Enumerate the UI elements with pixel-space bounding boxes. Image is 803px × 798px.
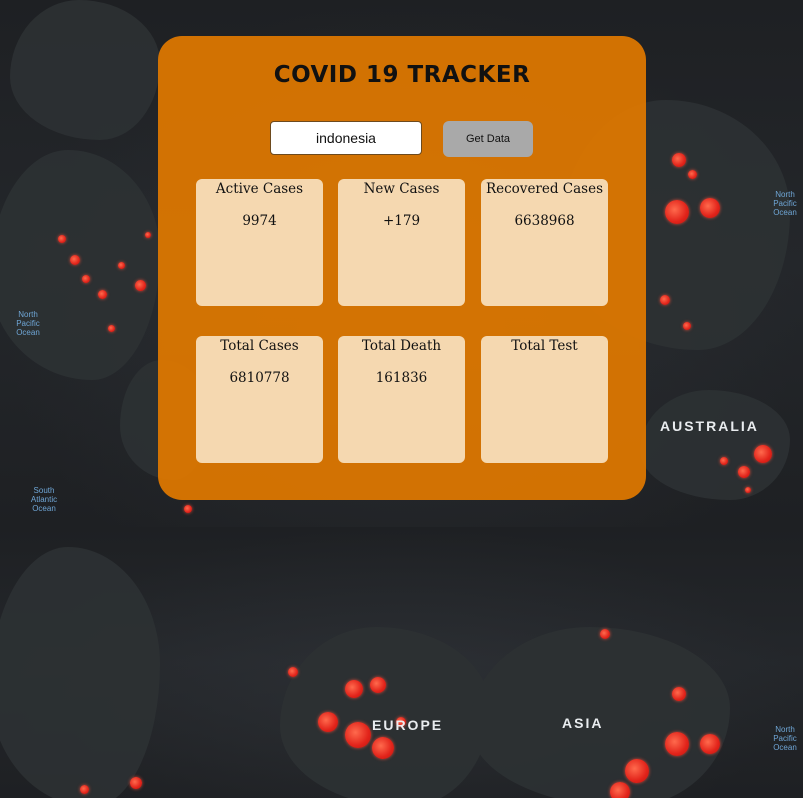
map-region-label: EUROPE — [372, 717, 444, 733]
stat-card-total-death: Total Death 161836 — [338, 336, 465, 463]
stat-label: Total Test — [511, 338, 578, 354]
case-dot — [625, 759, 649, 783]
case-dot — [118, 262, 125, 269]
map-ocean-label: North Pacific Ocean — [773, 725, 797, 752]
map-region-label: ASIA — [562, 715, 604, 731]
case-dot — [745, 487, 751, 493]
stat-value: 161836 — [375, 370, 428, 386]
case-dot — [372, 737, 394, 759]
stat-value: 6810778 — [229, 370, 290, 386]
case-dot — [135, 280, 146, 291]
stat-card-total-test: Total Test — [481, 336, 608, 463]
case-dot — [370, 677, 386, 693]
case-dot — [288, 667, 298, 677]
country-search-input[interactable] — [270, 121, 422, 155]
stat-value: +179 — [382, 213, 421, 229]
case-dot — [738, 466, 750, 478]
map-landmass — [280, 627, 490, 798]
case-dot — [108, 325, 115, 332]
map-landmass — [10, 0, 160, 140]
map-landmass — [470, 627, 730, 798]
case-dot — [80, 785, 89, 794]
case-dot — [345, 680, 363, 698]
get-data-button[interactable]: Get Data — [443, 121, 533, 157]
map-landmass — [0, 547, 160, 798]
map-region-label: AUSTRALIA — [660, 418, 759, 434]
case-dot — [396, 717, 406, 727]
case-dot — [58, 235, 66, 243]
case-dot — [145, 232, 151, 238]
case-dot — [720, 457, 728, 465]
case-dot — [700, 198, 720, 218]
case-dot — [665, 200, 689, 224]
case-dot — [688, 170, 697, 179]
case-dot — [82, 275, 90, 283]
map-landmass — [640, 390, 790, 500]
stat-value: 6638968 — [514, 213, 575, 229]
map-ocean-label: North Pacific Ocean — [773, 190, 797, 217]
case-dot — [672, 153, 686, 167]
case-dot — [700, 734, 720, 754]
case-dot — [610, 782, 630, 798]
stat-card-active-cases: Active Cases 9974 — [196, 179, 323, 306]
case-dot — [130, 777, 142, 789]
stat-label: Total Cases — [220, 338, 299, 354]
stat-label: Recovered Cases — [485, 181, 604, 197]
stat-card-new-cases: New Cases +179 — [338, 179, 465, 306]
case-dot — [672, 687, 686, 701]
stat-card-recovered-cases: Recovered Cases 6638968 — [481, 179, 608, 306]
case-dot — [683, 322, 691, 330]
case-dot — [660, 295, 670, 305]
case-dot — [665, 732, 689, 756]
stat-card-total-cases: Total Cases 6810778 — [196, 336, 323, 463]
map-ocean-label: South Atlantic Ocean — [30, 486, 58, 513]
case-dot — [70, 255, 80, 265]
case-dot — [345, 722, 371, 748]
stat-value: 9974 — [242, 213, 277, 229]
stat-label: Total Death — [361, 338, 442, 354]
case-dot — [318, 712, 338, 732]
background-map: ASIA EUROPE North Pacific Ocean — [0, 527, 803, 798]
case-dot — [600, 629, 610, 639]
case-dot — [98, 290, 107, 299]
case-dot — [754, 445, 772, 463]
map-ocean-label: North Pacific Ocean — [16, 310, 40, 337]
stat-label: New Cases — [363, 181, 440, 197]
case-dot — [184, 505, 192, 513]
page-title: COVID 19 TRACKER — [273, 62, 531, 88]
map-landmass — [0, 150, 160, 380]
stat-label: Active Cases — [215, 181, 304, 197]
